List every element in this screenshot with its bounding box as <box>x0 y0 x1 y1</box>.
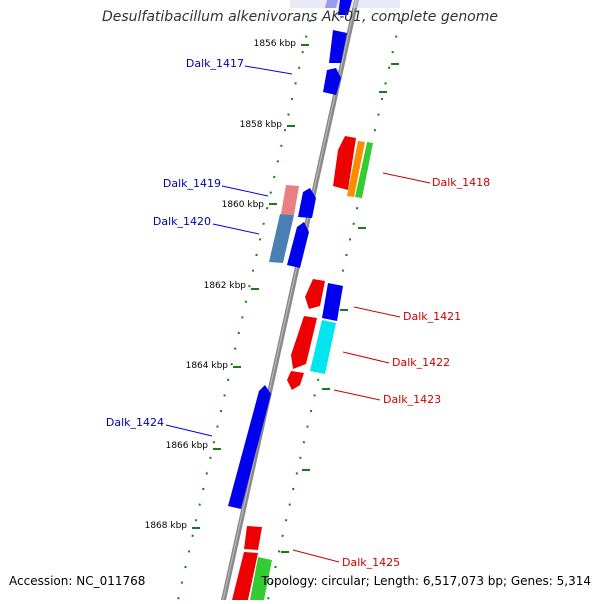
map-title: Desulfatibacillum alkenivorans AK-01, co… <box>101 9 499 25</box>
leader-line <box>212 223 260 235</box>
gene-label[interactable]: Dalk_1417 <box>186 57 244 70</box>
gene-arrow[interactable] <box>287 222 309 268</box>
gene-arrow[interactable] <box>244 526 262 550</box>
gene-arrow[interactable] <box>329 30 347 63</box>
gene-label[interactable]: Dalk_1424 <box>106 416 164 429</box>
gene-arrow[interactable] <box>310 320 336 374</box>
leader-line <box>165 424 213 437</box>
gene-labels: Dalk_1417 Dalk_1419 Dalk_1420 Dalk_1424 … <box>106 57 490 569</box>
gene-label[interactable]: Dalk_1418 <box>432 176 490 189</box>
gene-arrow[interactable] <box>347 141 365 197</box>
gene-arrow[interactable] <box>325 0 338 8</box>
gene-arrow[interactable] <box>228 385 271 509</box>
gene-label[interactable]: Dalk_1422 <box>392 356 450 369</box>
gene-arrow[interactable] <box>269 214 294 263</box>
backbone-highlight <box>222 0 357 601</box>
gene-arrow[interactable] <box>298 188 316 218</box>
tick-label: 1862 kbp <box>204 281 247 291</box>
leader-line <box>292 549 340 563</box>
leader-line <box>244 65 293 75</box>
gene-arrow[interactable] <box>287 371 304 390</box>
leader-line <box>382 172 431 184</box>
tick-label: 1866 kbp <box>166 441 209 451</box>
accession-text: Accession: NC_011768 <box>9 574 146 588</box>
tick-label: 1858 kbp <box>240 120 283 130</box>
gene-label[interactable]: Dalk_1425 <box>342 556 400 569</box>
reverse-genes <box>250 0 373 600</box>
gene-label[interactable]: Dalk_1420 <box>153 215 211 228</box>
leader-line <box>353 306 401 318</box>
gene-arrow[interactable] <box>322 283 343 321</box>
gene-label[interactable]: Dalk_1421 <box>403 310 461 323</box>
leader-lines <box>165 65 431 563</box>
leader-line <box>333 389 381 401</box>
tick-label: 1856 kbp <box>254 39 297 49</box>
gene-arrow[interactable] <box>232 552 258 600</box>
gene-arrow[interactable] <box>281 185 299 215</box>
tick-label: 1860 kbp <box>222 200 265 210</box>
tick-label: 1864 kbp <box>186 361 229 371</box>
gene-arrow[interactable] <box>323 68 341 95</box>
gene-arrow[interactable] <box>338 0 352 15</box>
gene-label[interactable]: Dalk_1419 <box>163 177 221 190</box>
gene-arrow[interactable] <box>250 557 272 600</box>
leader-line <box>221 185 269 197</box>
gene-arrow[interactable] <box>305 279 325 309</box>
tick-group: 1856 kbp 1858 kbp 1860 kbp 1862 kbp 1864… <box>145 39 399 553</box>
leader-line <box>342 351 390 364</box>
tick-label: 1868 kbp <box>145 521 188 531</box>
gene-arrow[interactable] <box>333 136 356 190</box>
forward-genes <box>228 0 347 600</box>
genome-summary-text: Topology: circular; Length: 6,517,073 bp… <box>261 574 591 588</box>
gene-arrow[interactable] <box>355 142 373 198</box>
gene-arrow[interactable] <box>291 316 317 369</box>
gene-label[interactable]: Dalk_1423 <box>383 393 441 406</box>
